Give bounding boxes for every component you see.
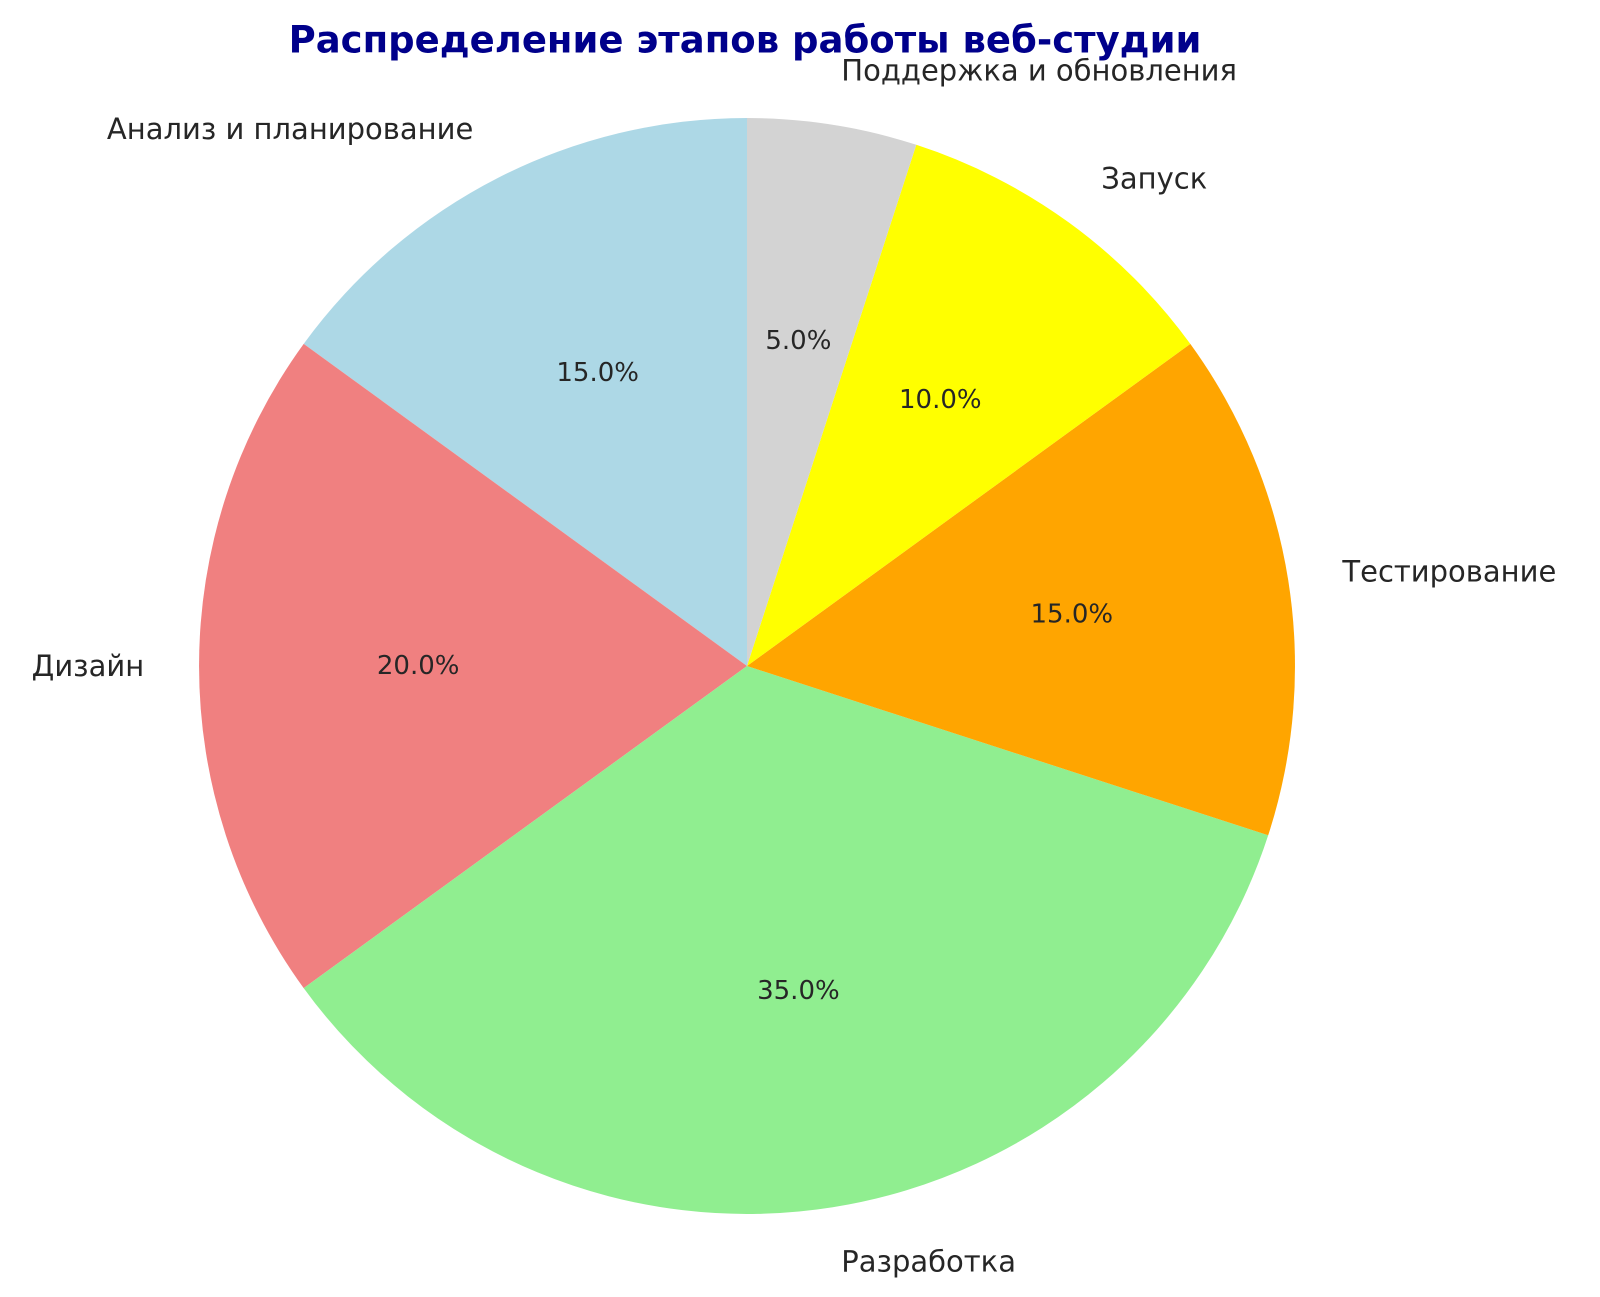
pie-label-4: Тестирование	[1341, 555, 1556, 589]
pie-labels-group: 15.0% Анализ и планирование 20.0% Дизайн 35.…	[32, 54, 1557, 1279]
pie-label-3: Разработка	[841, 1244, 1016, 1278]
pie-label-1: Анализ и планирование	[107, 112, 473, 146]
pie-pct-label-4: 15.0%	[1030, 600, 1113, 630]
pie-slice-6	[747, 118, 917, 666]
pie-slices-group	[199, 118, 1295, 1214]
pie-pct-label-2: 20.0%	[377, 651, 460, 681]
pie-label-6: Поддержка и обновления	[841, 54, 1237, 88]
pie-slice-4	[747, 343, 1295, 836]
pie-pct-label-6: 5.0%	[765, 326, 831, 356]
chart-title: Распределение этапов работы веб-студии	[289, 19, 1202, 62]
pie-slice-1	[303, 118, 747, 666]
pie-pct-label-1: 15.0%	[556, 358, 639, 388]
pie-label-5: Запуск	[1101, 161, 1207, 195]
pie-slice-5	[747, 144, 1191, 667]
pie-slice-2	[199, 343, 748, 989]
pie-slice-3	[303, 666, 1269, 1214]
pie-pct-label-5: 10.0%	[899, 385, 982, 415]
pie-pct-label-3: 35.0%	[757, 976, 840, 1006]
pie-label-2: Дизайн	[32, 649, 145, 683]
